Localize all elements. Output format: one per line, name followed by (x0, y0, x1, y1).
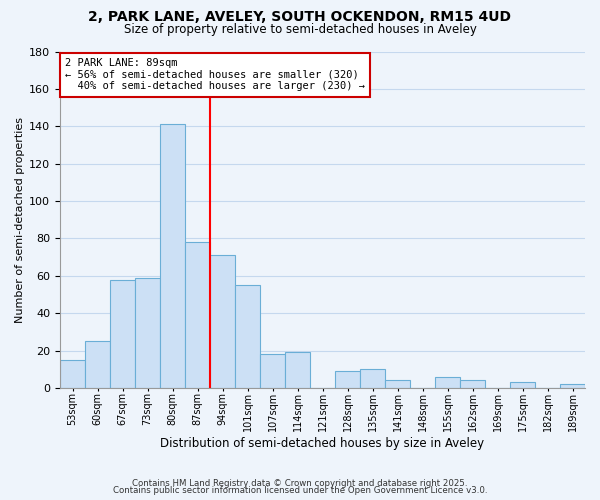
Text: 2, PARK LANE, AVELEY, SOUTH OCKENDON, RM15 4UD: 2, PARK LANE, AVELEY, SOUTH OCKENDON, RM… (89, 10, 511, 24)
Text: Size of property relative to semi-detached houses in Aveley: Size of property relative to semi-detach… (124, 22, 476, 36)
Text: Contains HM Land Registry data © Crown copyright and database right 2025.: Contains HM Land Registry data © Crown c… (132, 478, 468, 488)
Bar (210, 255, 235, 388)
Bar (85, 341, 110, 388)
Bar (235, 285, 260, 388)
Bar (335, 371, 360, 388)
Bar (510, 382, 535, 388)
Bar (435, 376, 460, 388)
Text: Contains public sector information licensed under the Open Government Licence v3: Contains public sector information licen… (113, 486, 487, 495)
Bar (260, 354, 285, 388)
Bar (110, 280, 135, 388)
Y-axis label: Number of semi-detached properties: Number of semi-detached properties (15, 116, 25, 322)
Bar (160, 124, 185, 388)
Bar (460, 380, 485, 388)
Bar (385, 380, 410, 388)
Bar (135, 278, 160, 388)
X-axis label: Distribution of semi-detached houses by size in Aveley: Distribution of semi-detached houses by … (160, 437, 485, 450)
Bar (60, 360, 85, 388)
Bar (185, 242, 210, 388)
Bar (285, 352, 310, 388)
Bar (360, 369, 385, 388)
Text: 2 PARK LANE: 89sqm
← 56% of semi-detached houses are smaller (320)
  40% of semi: 2 PARK LANE: 89sqm ← 56% of semi-detache… (65, 58, 365, 92)
Bar (560, 384, 585, 388)
